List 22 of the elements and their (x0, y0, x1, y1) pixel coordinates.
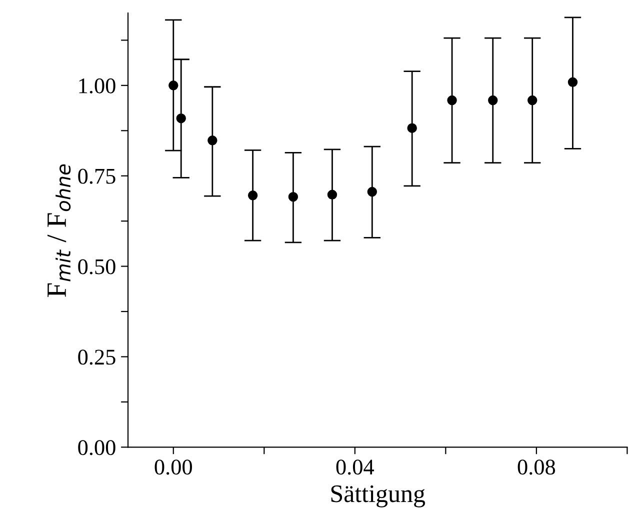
point (568, 77, 578, 88)
point (447, 95, 457, 106)
point (488, 95, 498, 106)
x-tick-label: 0.04 (336, 460, 374, 475)
x-axis-title: Sättigung (331, 485, 426, 508)
point (327, 190, 338, 200)
point (208, 136, 218, 146)
point (527, 95, 538, 106)
y-tick-label: 0.00 (78, 440, 116, 456)
point (407, 123, 417, 133)
point (168, 80, 178, 90)
x-tick-label: 0.08 (518, 460, 556, 475)
y-axis-title: F$_{mit}$ / F$_{ohne}$ (48, 164, 71, 297)
point (367, 186, 378, 197)
point (248, 190, 258, 200)
y-tick-label: 0.25 (78, 350, 116, 365)
y-tick-label: 1.00 (79, 78, 116, 94)
x-tick-label: 0.00 (154, 460, 192, 475)
point (288, 192, 298, 202)
point (176, 113, 186, 124)
y-tick-label: 0.75 (78, 168, 116, 184)
y-tick-label: 0.50 (78, 259, 116, 274)
